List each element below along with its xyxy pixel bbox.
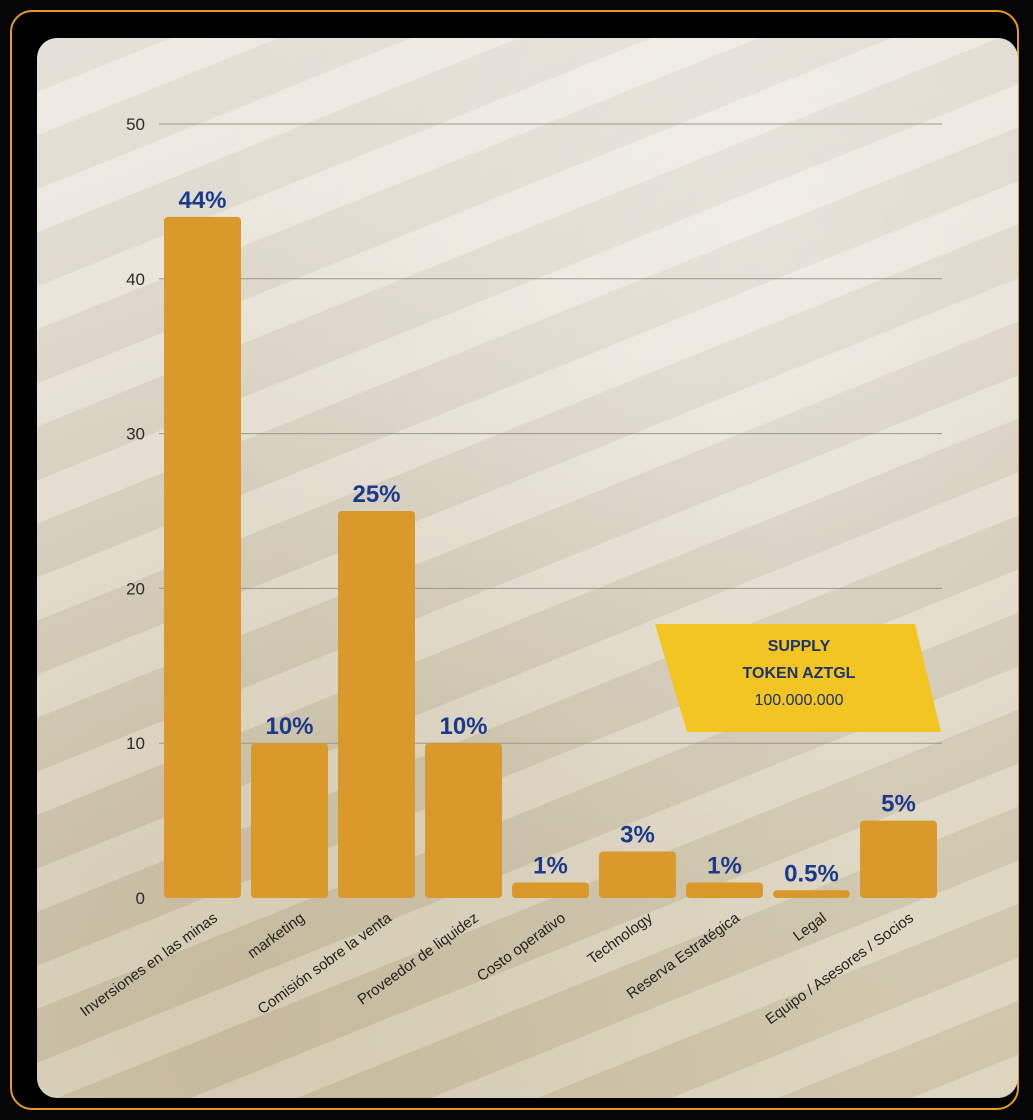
gridlines [159,123,942,744]
chart-panel: 0 10 20 30 40 50 44% 10% 25% 10% 1% 3% 1% 0.5% 5% Inv… [37,38,1018,1098]
category-label: Inversiones en las minas [77,909,221,1020]
bar-value-label: 10% [439,713,487,740]
bar [164,216,241,898]
supply-badge-line2: TOKEN AZTGL [743,665,856,682]
bar-value-label: 1% [533,853,568,880]
bar-value-label: 1% [707,853,742,880]
category-label: Equipo / Asesores / Socios [762,909,916,1028]
y-tick-label: 30 [126,425,145,444]
y-tick-label: 20 [126,579,145,598]
value-labels: 44% 10% 25% 10% 1% 3% 1% 0.5% 5% [178,187,915,887]
bars [164,216,937,898]
bar [425,743,502,898]
bar-value-label: 25% [352,481,400,508]
y-tick-label: 40 [126,270,145,289]
y-axis-ticks: 0 10 20 30 40 50 [126,115,145,908]
bar [773,890,850,898]
bar-value-label: 0.5% [784,860,839,887]
bar-chart: 0 10 20 30 40 50 44% 10% 25% 10% 1% 3% 1% 0.5% 5% Inv… [77,115,942,1028]
bar-value-label: 10% [265,713,313,740]
category-labels: Inversiones en las minas marketingComisió… [77,909,917,1028]
bar [338,511,415,898]
category-label: Costo operativo [474,909,569,985]
bar-value-label: 44% [178,187,226,214]
category-label: marketing [245,909,308,961]
supply-badge-line1: SUPPLY [768,638,831,655]
supply-badge-shape [655,624,941,732]
bar [251,743,328,898]
supply-badge-amount: 100.000.000 [755,692,844,709]
y-tick-label: 50 [126,115,145,134]
bar [512,882,589,898]
supply-badge: SUPPLY TOKEN AZTGL 100.000.000 [655,624,941,732]
y-tick-label: 10 [126,734,145,753]
bar [599,851,676,898]
y-tick-label: 0 [136,889,145,908]
bar [686,882,763,898]
category-label: Legal [790,909,830,944]
bar-value-label: 3% [620,822,655,849]
category-label: Technology [584,909,656,968]
bar-value-label: 5% [881,791,916,818]
bar [860,820,937,898]
